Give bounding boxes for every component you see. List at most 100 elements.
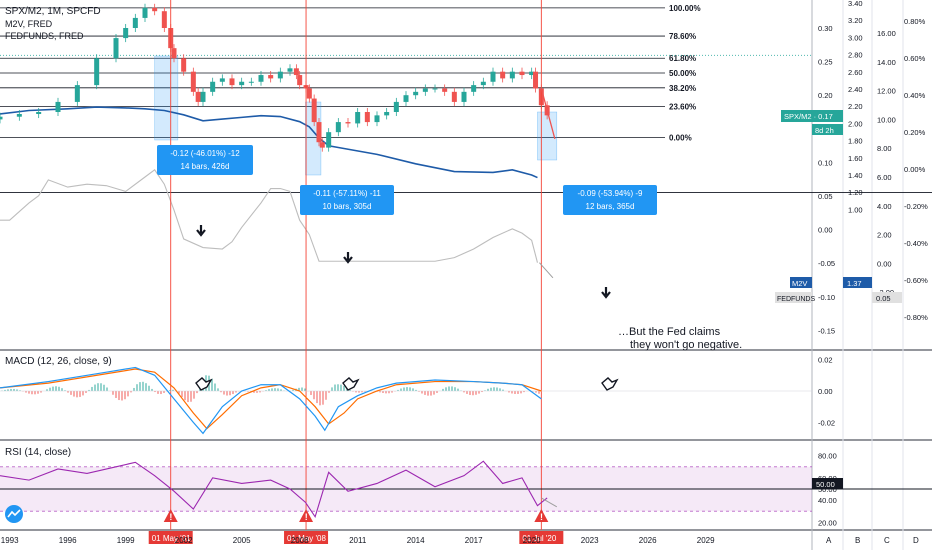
annotation-note: …But the Fed claims they won't go negati… [618, 326, 742, 352]
legend-fedfunds: FEDFUNDS, FRED [5, 31, 84, 41]
projection-arrow [539, 262, 554, 279]
candle [311, 98, 317, 123]
event-date-label: 01 May '08 [287, 534, 326, 543]
y-tick-pct: 0.60% [904, 54, 926, 63]
fedfunds-line [0, 169, 538, 263]
event-date-badge [284, 531, 329, 544]
candle [219, 78, 225, 82]
candle [519, 71, 525, 76]
range-callout [157, 145, 253, 175]
pane-letter-label: D [913, 536, 919, 545]
y-tick-spx: 0.30 [818, 24, 833, 33]
candle [123, 28, 129, 39]
range-callout-text: -0.12 (-46.01%) -12 [170, 149, 240, 158]
y-tick-spx: -0.10 [818, 293, 835, 302]
hand-pointer-icon [195, 377, 213, 391]
rsi-line [0, 460, 548, 519]
y-tick-m2v: 3.20 [848, 16, 863, 25]
annotation-line-2: they won't go negative. [630, 339, 743, 351]
candle [152, 7, 158, 12]
fedfunds-name-text: FEDFUNDS [777, 296, 815, 303]
candle [471, 85, 477, 92]
candle [422, 88, 428, 92]
y-tick-spx: 0.10 [818, 158, 833, 167]
m2v-name-text: M2V [792, 279, 807, 288]
range-box [154, 55, 179, 141]
fib-label: 23.60% [669, 103, 696, 112]
y-tick-pct: 0.40% [904, 91, 926, 100]
candle [529, 71, 535, 76]
x-tick-label: 2014 [407, 536, 425, 545]
y-tick-pct: 0.80% [904, 17, 926, 26]
candle [142, 7, 148, 18]
x-tick-label: 2005 [233, 536, 251, 545]
candle [319, 142, 325, 148]
candle [229, 78, 235, 86]
legend-main: SPX/M2, 1M, SPCFD [5, 6, 101, 17]
candle [293, 68, 299, 76]
y-tick-spx: 0.20 [818, 91, 833, 100]
y-tick-spx: -0.05 [818, 259, 835, 268]
x-tick-label: 2020 [523, 536, 541, 545]
x-tick-label: 2008 [291, 536, 309, 545]
y-tick-spx: -0.15 [818, 326, 835, 335]
projection-arrow [541, 497, 558, 508]
candle [461, 91, 467, 102]
y-tick-rsi: 40.00 [818, 496, 837, 505]
y-tick-m2v: 2.60 [848, 68, 863, 77]
y-tick-fedfunds: 10.00 [877, 115, 896, 124]
fedfunds-value-badge [872, 292, 902, 303]
y-tick-fedfunds: 4.00 [877, 202, 892, 211]
x-tick-label: 2026 [639, 536, 657, 545]
legend-macd: MACD (12, 26, close, 9) [5, 356, 112, 367]
legend-rsi: RSI (14, close) [5, 447, 72, 458]
candle [345, 122, 351, 124]
fedfunds-value-text: 0.05 [876, 294, 891, 303]
candle [94, 58, 100, 86]
y-tick-rsi: 20.00 [818, 518, 837, 527]
y-tick-fedfunds: 2.00 [877, 231, 892, 240]
candle [113, 38, 119, 59]
candle [490, 71, 496, 82]
y-tick-m2v: 2.80 [848, 51, 863, 60]
candle [413, 91, 419, 96]
candle [74, 85, 80, 102]
annotation-line-1: …But the Fed claims [618, 326, 721, 338]
pane-letter-label: B [855, 536, 860, 545]
candle [268, 75, 274, 79]
y-tick-pct: -0.40% [904, 239, 928, 248]
candle [374, 115, 380, 123]
y-tick-m2v: 1.80 [848, 137, 863, 146]
y-tick-m2v: 1.20 [848, 188, 863, 197]
candle [210, 81, 216, 92]
y-tick-m2v: 2.00 [848, 119, 863, 128]
down-arrow-icon [601, 287, 611, 299]
m2v-value-badge [843, 277, 872, 288]
spx-value-text: SPX/M2 · 0.17 [784, 112, 833, 121]
candle [297, 75, 303, 86]
event-date-label: 01 May '01 [152, 534, 191, 543]
x-tick-label: 1999 [117, 536, 135, 545]
spx-countdown-badge [812, 124, 843, 135]
candle [200, 91, 206, 102]
range-callout [563, 185, 657, 215]
range-callout-text: 12 bars, 365d [586, 202, 635, 211]
y-tick-spx: 0.25 [818, 58, 833, 67]
hand-pointer-icon [601, 377, 619, 391]
range-callout [300, 185, 394, 215]
y-tick-m2v: 2.20 [848, 102, 863, 111]
candle [393, 101, 399, 112]
y-tick-pct: -0.80% [904, 313, 928, 322]
x-tick-label: 1993 [1, 536, 19, 545]
event-date-badge [519, 531, 564, 544]
x-tick-label: 2011 [349, 536, 367, 545]
candle [132, 17, 138, 28]
rsi-mid-badge [812, 478, 843, 489]
candle [161, 11, 167, 28]
candle [287, 68, 293, 72]
y-tick-pct: 0.20% [904, 128, 926, 137]
y-tick-pct: -0.60% [904, 276, 928, 285]
candle [171, 48, 177, 59]
y-tick-m2v: 2.40 [848, 85, 863, 94]
